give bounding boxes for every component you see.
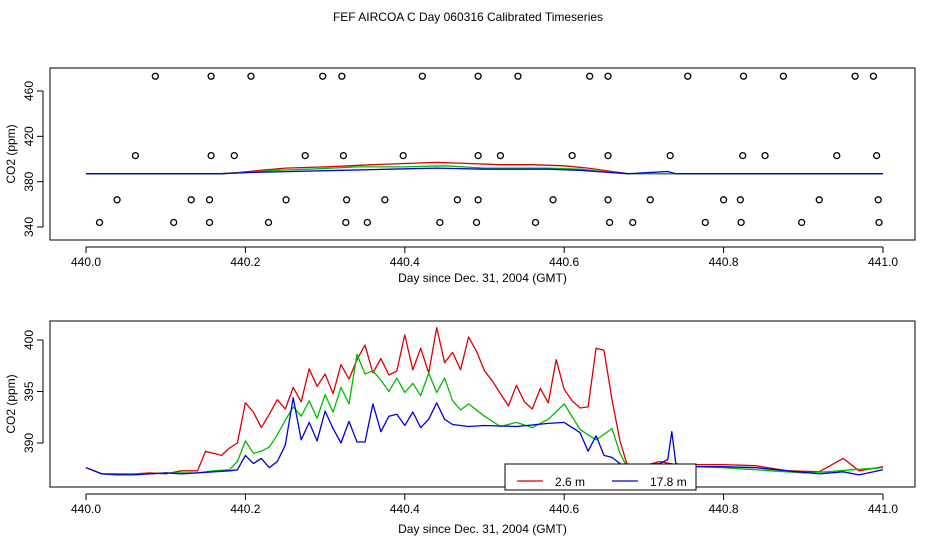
plot-frame xyxy=(49,320,916,488)
scatter-point xyxy=(739,151,747,160)
scatter-point xyxy=(739,72,748,80)
scatter-point xyxy=(381,196,389,204)
x-tick-label: 441.0 xyxy=(868,502,898,516)
x-axis-label: Day since Dec. 31, 2004 (GMT) xyxy=(398,522,567,536)
x-tick-label: 440.4 xyxy=(390,255,420,269)
chart-panel-top: 440.0 440.2 440.4 440.6 440.8 441.0 Day since … xyxy=(4,67,916,285)
scatter-point xyxy=(719,196,728,204)
y-tick-label: 390 xyxy=(22,433,36,453)
scatter-point xyxy=(604,151,612,160)
data-area xyxy=(85,326,884,476)
y-tick-label: 400 xyxy=(22,330,36,350)
scatter-point xyxy=(205,196,214,204)
scatter-point xyxy=(207,151,215,160)
scatter-point xyxy=(205,218,214,227)
x-tick-label: 440.8 xyxy=(709,255,739,269)
scatter-point xyxy=(472,218,481,227)
y-axis-label: CO2 (ppm) xyxy=(4,374,18,433)
scatter-point xyxy=(872,151,881,160)
x-tick-label: 440.0 xyxy=(71,255,101,269)
scatter-point xyxy=(701,218,709,227)
scatter-point xyxy=(95,218,104,227)
series-line-red xyxy=(85,326,884,475)
plot-frame xyxy=(49,67,916,241)
scatter-point xyxy=(531,218,540,227)
x-tick-label: 440.6 xyxy=(549,255,579,269)
x-tick-label: 441.0 xyxy=(868,255,898,269)
x-tick-label: 440.2 xyxy=(230,255,260,269)
scatter-point xyxy=(282,196,290,204)
legend-box xyxy=(504,463,697,491)
scatter-point xyxy=(646,196,654,204)
scatter-point xyxy=(798,218,806,227)
data-area xyxy=(86,161,883,175)
scatter-point xyxy=(514,72,522,80)
y-tick-label: 460 xyxy=(22,81,36,101)
scatter-point xyxy=(230,151,238,160)
series-line-blue xyxy=(85,397,884,476)
x-axis-label: Day since Dec. 31, 2004 (GMT) xyxy=(398,271,567,285)
legend-label: 17.8 m xyxy=(650,475,687,489)
scatter-point xyxy=(666,151,674,160)
x-tick-label: 440.0 xyxy=(71,502,101,516)
x-tick-label: 440.2 xyxy=(230,502,260,516)
scatter-point xyxy=(568,151,576,160)
scatter-point xyxy=(736,196,744,204)
scatter-point xyxy=(151,72,159,80)
scatter-point xyxy=(131,151,140,160)
scatter-point xyxy=(875,218,883,227)
x-tick-label: 440.6 xyxy=(549,502,579,516)
legend: 2.6 m 17.8 m xyxy=(504,463,697,491)
x-tick-label: 440.8 xyxy=(709,502,739,516)
scatter-point xyxy=(113,196,121,204)
y-tick-label: 380 xyxy=(22,171,36,191)
legend-label: 2.6 m xyxy=(555,475,585,489)
scatter-point xyxy=(833,151,841,160)
scatter-point xyxy=(869,72,878,80)
scatter-point xyxy=(605,218,614,227)
series-line-green xyxy=(85,353,884,476)
scatter-point xyxy=(170,218,178,227)
y-tick-label: 395 xyxy=(22,381,36,401)
scatter-point xyxy=(629,218,637,227)
scatter-point xyxy=(399,151,407,160)
scatter-point xyxy=(319,72,327,80)
scatter-point xyxy=(363,218,371,227)
scatter-point xyxy=(851,72,859,80)
scatter-point xyxy=(586,72,594,80)
scatter-point xyxy=(496,151,505,160)
scatter-point xyxy=(342,218,350,227)
scatter-point xyxy=(338,72,346,80)
scatter-point xyxy=(474,72,482,80)
scatter-point xyxy=(604,72,612,80)
y-tick-label: 340 xyxy=(22,217,36,237)
scatter-point xyxy=(474,196,482,204)
y-axis-label: CO2 (ppm) xyxy=(4,124,18,183)
scatter-point xyxy=(684,72,692,80)
scatter-point xyxy=(761,151,769,160)
scatter-point xyxy=(737,218,745,227)
scatter-point xyxy=(474,151,482,160)
scatter-point xyxy=(418,72,426,80)
scatter-point xyxy=(815,196,823,204)
chart-panel-bottom: 440.0 440.2 440.4 440.6 440.8 441.0 Day since … xyxy=(4,320,916,536)
figure-title: FEF AIRCOA C Day 060316 Calibrated Times… xyxy=(332,10,604,24)
scatter-point xyxy=(301,151,309,160)
scatter-point xyxy=(604,196,612,204)
y-tick-label: 420 xyxy=(22,126,36,146)
scatter-point xyxy=(264,218,273,227)
scatter-point xyxy=(436,218,444,227)
scatter-point xyxy=(874,196,882,204)
x-tick-label: 440.4 xyxy=(390,502,420,516)
scatter-point xyxy=(339,151,348,160)
scatter-point xyxy=(453,196,462,204)
scatter-point xyxy=(549,196,557,204)
scatter-point xyxy=(779,72,788,80)
scatter-point xyxy=(342,196,351,204)
scatter-point xyxy=(247,72,255,80)
series-line-blue xyxy=(86,167,883,175)
scatter-point xyxy=(207,72,215,80)
scatter-point xyxy=(187,196,195,204)
